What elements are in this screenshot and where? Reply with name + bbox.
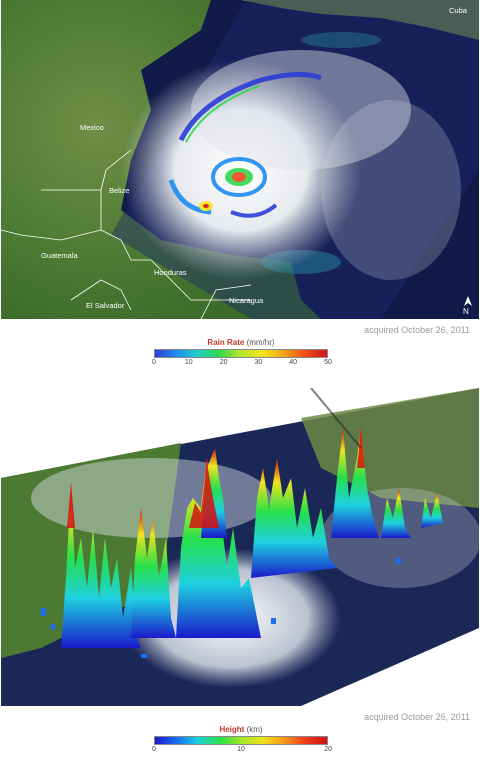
rain-rate-legend: Rain Rate (mm/hr) 0 10 20 30 40 50 (152, 338, 332, 368)
rain-legend-tick: 40 (289, 359, 298, 366)
label-belize: Belize (109, 186, 129, 195)
rain-legend-title: Rain Rate (207, 338, 245, 347)
rain-rate-colorbar (154, 349, 328, 358)
rain-legend-ticks: 0 10 20 30 40 50 (152, 358, 332, 368)
rain-legend-tick: 10 (184, 359, 193, 366)
height-legend-tick: 0 (152, 746, 156, 753)
height-legend-tick: 20 (324, 746, 332, 753)
label-mexico: Mexico (80, 123, 104, 132)
label-nicaragua: Nicaragua (229, 296, 264, 305)
height-legend: Height (km) 0 10 20 (152, 725, 332, 755)
label-el-salvador: El Salvador (86, 301, 125, 310)
height-colorbar (154, 736, 328, 745)
rain-legend-tick: 30 (254, 359, 263, 366)
height-legend-title: Height (219, 725, 245, 734)
height-3d-map (1, 388, 479, 706)
label-guatemala: Guatemala (41, 251, 79, 260)
height-legend-unit: (km) (246, 725, 263, 734)
svg-text:N: N (463, 307, 469, 316)
rain-legend-tick: 20 (219, 359, 228, 366)
acquired-date-bottom: acquired October 26, 2011 (364, 712, 470, 722)
rain-rate-map: Cuba Mexico Belize Guatemala Honduras El… (1, 0, 479, 319)
rain-legend-unit: (mm/hr) (246, 338, 275, 347)
height-3d-map-image (1, 388, 479, 706)
height-legend-tick: 10 (237, 746, 245, 753)
rain-legend-tick: 50 (324, 359, 332, 366)
label-cuba: Cuba (449, 6, 468, 15)
rain-rate-map-image: Cuba Mexico Belize Guatemala Honduras El… (1, 0, 479, 319)
acquired-date-top: acquired October 26, 2011 (364, 325, 470, 335)
height-legend-ticks: 0 10 20 (152, 745, 332, 755)
rain-legend-tick: 0 (152, 359, 156, 366)
north-arrow-icon: N (463, 296, 472, 316)
label-honduras: Honduras (154, 268, 187, 277)
